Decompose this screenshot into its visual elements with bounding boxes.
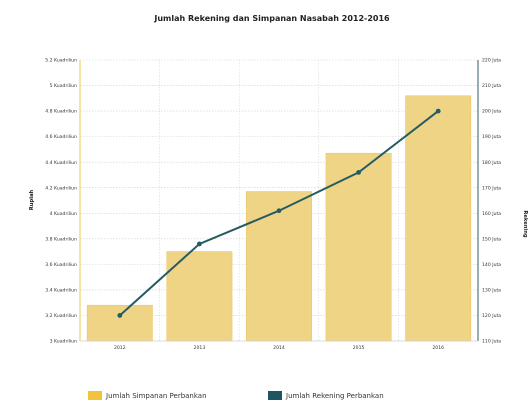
legend-label-rekening: Jumlah Rekening Perbankan: [285, 392, 384, 400]
y-left-tick-label: 4.4 Kuadriliun: [45, 160, 77, 166]
bar-simpanan-2015: [325, 152, 392, 342]
chart-title: Jumlah Rekening dan Simpanan Nasabah 201…: [153, 14, 390, 23]
x-tick-label: 2012: [114, 345, 126, 351]
bar-simpanan-2014: [246, 191, 312, 342]
bars: [86, 95, 472, 342]
point-rekening-2015: [356, 170, 361, 175]
y-right-tick-label: 140 Juta: [482, 262, 501, 268]
legend-label-simpanan: Jumlah Simpanan Perbankan: [105, 392, 207, 400]
legend-item-rekening[interactable]: Jumlah Rekening Perbankan: [268, 391, 384, 400]
y-left-tick-label: 3.2 Kuadriliun: [45, 313, 77, 319]
bar-simpanan-2016: [405, 95, 472, 342]
x-tick-label: 2015: [353, 345, 365, 351]
y-right-tick-label: 190 Juta: [482, 134, 501, 140]
y-right-tick-label: 200 Juta: [482, 109, 501, 115]
y-left-tick-label: 3.6 Kuadriliun: [45, 262, 77, 268]
legend-item-simpanan[interactable]: Jumlah Simpanan Perbankan: [88, 391, 207, 400]
line-series: [117, 108, 441, 318]
y-left-tick-label: 3 Kuadriliun: [50, 339, 77, 345]
y-left-tick-label: 5.2 Kuadriliun: [45, 58, 77, 64]
tick-labels: 3 Kuadriliun 3.2 Kuadriliun 3.4 Kuadriliun…: [45, 58, 501, 351]
y-right-tick-label: 110 Juta: [482, 339, 501, 345]
y-right-tick-label: 130 Juta: [482, 288, 501, 294]
legend-swatch-simpanan: [88, 391, 102, 400]
y-axis-left-label: Rupiah: [29, 190, 35, 211]
y-left-tick-label: 3.4 Kuadriliun: [45, 288, 77, 294]
point-rekening-2012: [117, 313, 123, 318]
y-right-tick-label: 170 Juta: [482, 185, 501, 191]
bar-simpanan-2013: [166, 251, 233, 342]
y-right-tick-label: 180 Juta: [482, 160, 501, 166]
y-left-tick-label: 4.2 Kuadriliun: [45, 185, 77, 191]
bar-simpanan-2012: [86, 304, 153, 342]
y-right-tick-label: 220 Juta: [482, 58, 501, 64]
y-left-tick-label: 4 Kuadriliun: [50, 211, 77, 217]
axes: [79, 60, 479, 342]
y-left-tick-label: 4.8 Kuadriliun: [45, 109, 77, 115]
x-tick-label: 2016: [432, 345, 444, 351]
point-rekening-2013: [197, 241, 202, 247]
legend: Jumlah Simpanan Perbankan Jumlah Rekenin…: [88, 391, 384, 400]
x-tick-label: 2014: [273, 345, 285, 351]
y-axis-right-label: Rekening: [522, 210, 528, 238]
y-right-tick-label: 210 Juta: [482, 83, 501, 89]
legend-swatch-rekening: [268, 391, 282, 400]
y-left-tick-label: 4.6 Kuadriliun: [45, 134, 77, 140]
y-right-tick-label: 120 Juta: [482, 313, 501, 319]
y-left-tick-label: 5 Kuadriliun: [50, 83, 77, 89]
x-tick-label: 2013: [194, 345, 206, 351]
point-rekening-2014: [276, 208, 282, 214]
y-right-tick-label: 150 Juta: [482, 236, 501, 242]
point-rekening-2016: [435, 108, 441, 114]
y-left-tick-label: 3.8 Kuadriliun: [45, 236, 77, 242]
y-right-tick-label: 160 Juta: [482, 211, 501, 217]
